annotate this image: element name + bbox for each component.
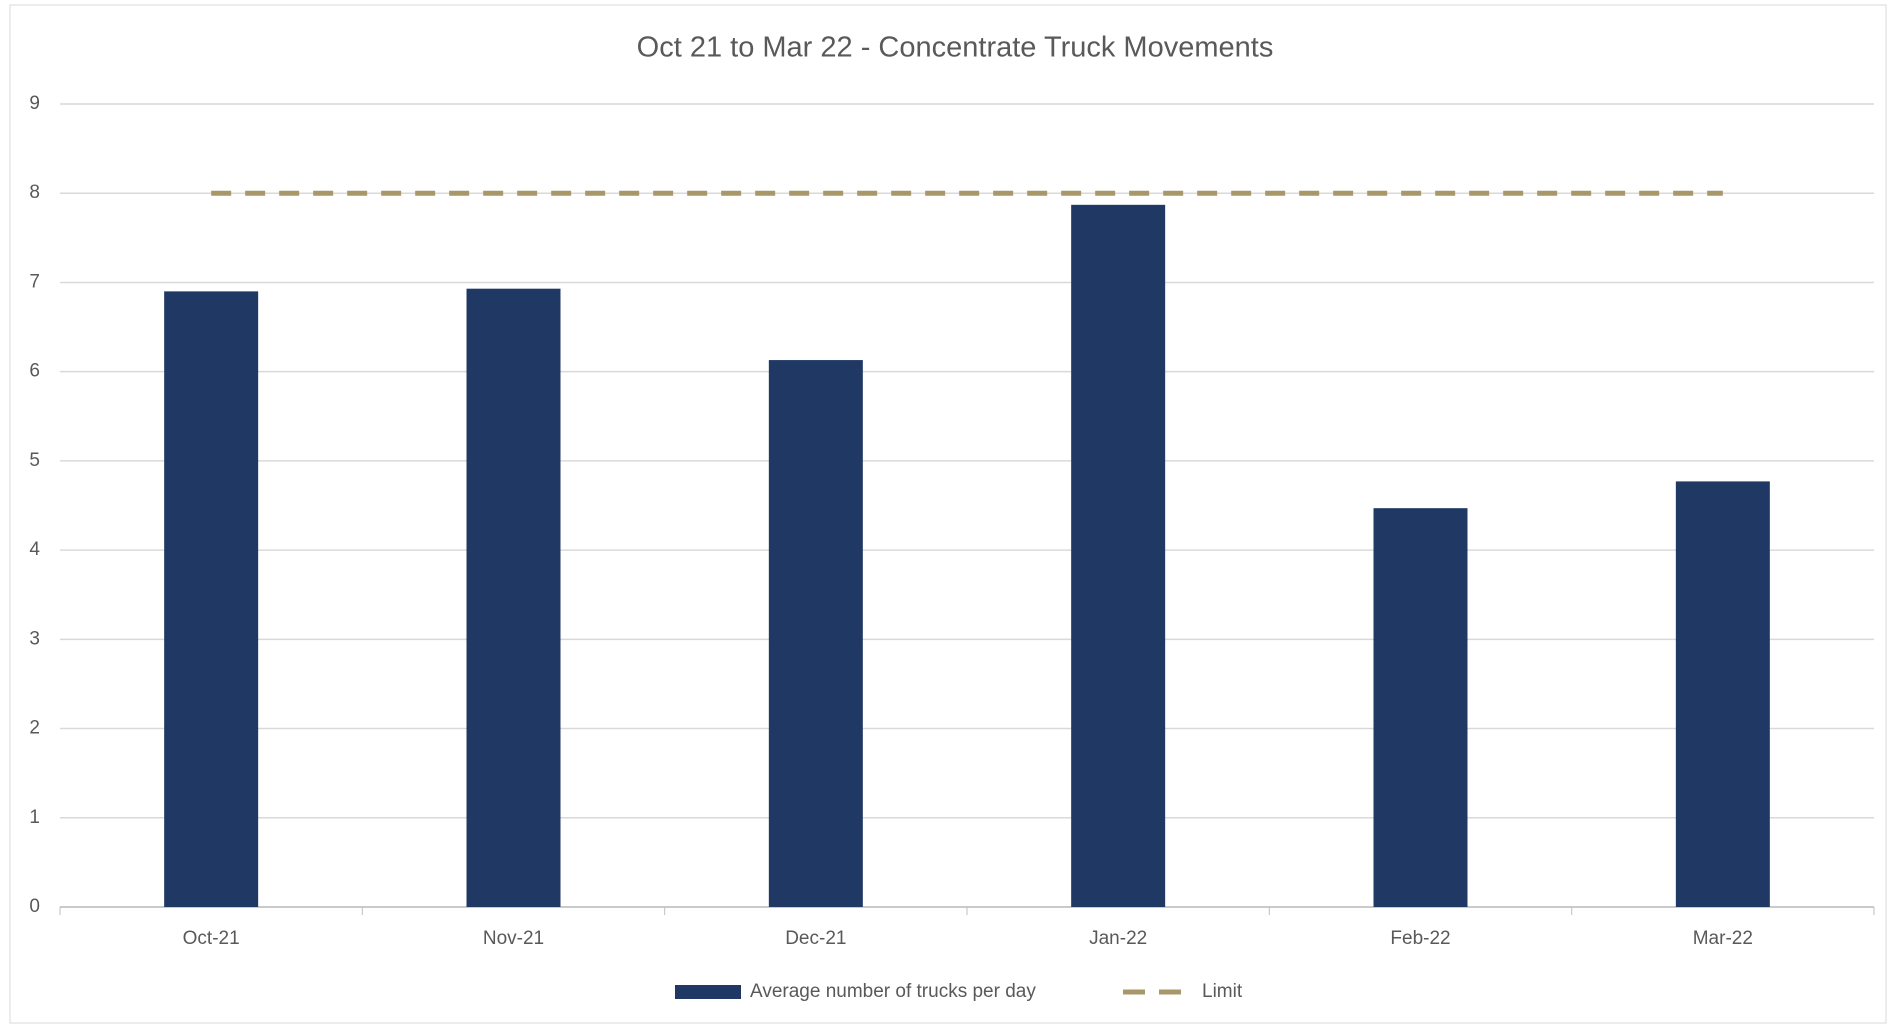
x-tick-label: Nov-21	[483, 928, 544, 949]
y-tick-label: 8	[29, 182, 40, 203]
x-tick-label: Jan-22	[1089, 928, 1147, 949]
y-tick-label: 0	[29, 896, 40, 917]
bar	[1071, 204, 1166, 907]
legend-label: Average number of trucks per day	[750, 981, 1036, 1002]
chart-title: Oct 21 to Mar 22 - Concentrate Truck Mov…	[637, 32, 1274, 64]
chart-border	[9, 4, 1887, 1024]
x-tick-label: Mar-22	[1693, 928, 1753, 949]
legend-swatch	[675, 985, 741, 999]
legend-label: Limit	[1202, 981, 1243, 1002]
y-tick-label: 1	[29, 807, 40, 828]
y-tick-label: 6	[29, 361, 40, 382]
bar	[768, 360, 863, 908]
bar	[466, 288, 561, 907]
x-tick-label: Oct-21	[183, 928, 240, 949]
bar	[164, 291, 259, 907]
bar	[1373, 508, 1468, 907]
y-tick-label: 5	[29, 450, 40, 471]
y-tick-label: 4	[29, 539, 40, 560]
y-tick-label: 2	[29, 718, 40, 739]
bar	[1675, 481, 1770, 907]
y-tick-label: 7	[29, 271, 40, 292]
x-tick-label: Dec-21	[785, 928, 846, 949]
y-tick-label: 9	[29, 93, 40, 114]
y-tick-label: 3	[29, 628, 40, 649]
x-tick-label: Feb-22	[1390, 928, 1450, 949]
